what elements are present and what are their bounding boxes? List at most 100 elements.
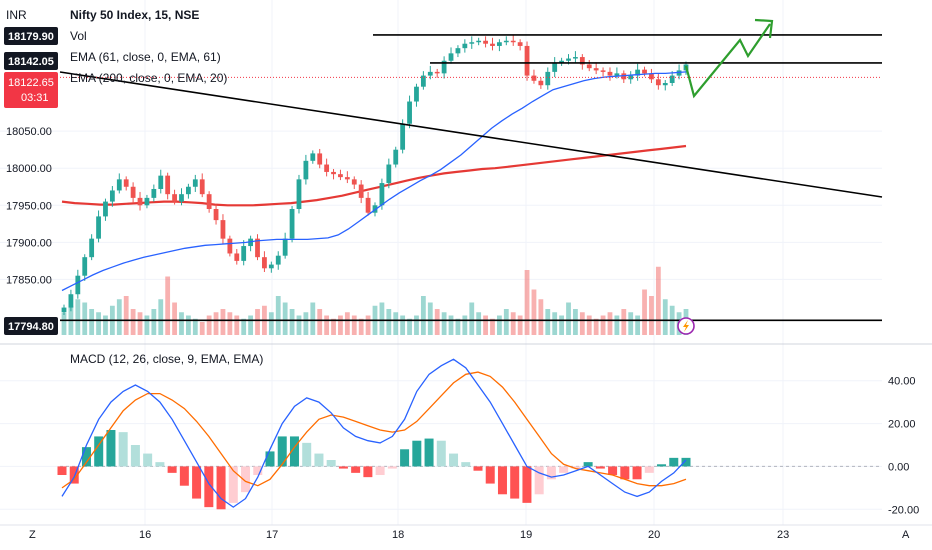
volume-bar — [296, 315, 302, 335]
candle-body — [130, 186, 136, 198]
volume-bar — [179, 312, 184, 335]
time-axis-tick: 23 — [777, 529, 789, 541]
volume-bar — [607, 312, 613, 335]
volume-bar — [206, 315, 212, 335]
volume-bar — [103, 315, 108, 335]
macd-histogram-bar — [522, 466, 532, 503]
volume-bar — [614, 315, 620, 335]
volume-bar — [414, 315, 419, 335]
volume-bar — [151, 309, 157, 335]
macd-histogram-bar — [228, 466, 238, 503]
candle-body — [400, 123, 406, 150]
ema61-line — [61, 71, 687, 292]
macd-histogram-bar — [179, 466, 189, 486]
volume-bar — [96, 312, 101, 335]
macd-histogram-bar — [155, 462, 165, 467]
volume-bar — [593, 318, 599, 335]
candle-body — [179, 194, 184, 202]
candle-body — [186, 186, 191, 195]
candle-body — [621, 73, 627, 80]
volume-bar — [662, 299, 668, 335]
support-level-value: 17794.80 — [8, 321, 54, 333]
volume-bar — [351, 315, 357, 335]
candle-body — [144, 197, 150, 206]
macd-histogram-bar — [436, 440, 446, 467]
bar-countdown: 03:31 — [21, 92, 49, 104]
auto-scale-button[interactable]: A — [902, 529, 910, 541]
candle-body — [220, 220, 226, 239]
symbol-title[interactable]: Nifty 50 Index, 15, NSE — [70, 8, 199, 22]
candle-body — [310, 153, 316, 161]
candle-body — [586, 64, 592, 69]
macd-histogram-bar — [510, 466, 520, 499]
macd-line — [61, 358, 687, 508]
candle-body — [427, 71, 433, 76]
macd-histogram-bar — [387, 466, 397, 469]
candle-body — [199, 179, 205, 195]
candle-body — [289, 209, 295, 239]
candle-body — [662, 83, 668, 86]
volume-bar — [234, 315, 240, 335]
volume-bar — [213, 312, 219, 335]
candle-body — [669, 75, 675, 83]
candle-body — [649, 73, 654, 80]
volume-bar — [331, 318, 336, 335]
candle-body — [344, 177, 350, 180]
macd-histogram-bar — [485, 466, 495, 484]
volume-bar — [255, 309, 260, 335]
volume-bar — [275, 296, 281, 335]
last-price-badge — [4, 72, 58, 108]
ema2-legend[interactable]: EMA (200, close, 0, EMA, 20) — [70, 71, 227, 85]
candle-body — [379, 183, 385, 206]
macd-histogram-bar — [167, 466, 177, 473]
candle-body — [469, 42, 475, 44]
macd-histogram-bar — [302, 442, 312, 467]
candle-body — [192, 179, 198, 187]
volume-bar — [407, 318, 412, 335]
macd-histogram-bar — [375, 466, 385, 475]
macd-legend[interactable]: MACD (12, 26, close, 9, EMA, EMA) — [70, 352, 263, 366]
price-axis-tick: 18050.00 — [6, 126, 52, 138]
candle-body — [607, 71, 613, 76]
volume-bar — [503, 309, 509, 335]
macd-histogram-bar — [94, 436, 104, 467]
projection-path — [684, 23, 771, 99]
candle-body — [490, 43, 495, 46]
macd-histogram-bar — [81, 447, 91, 467]
volume-bar — [573, 309, 578, 335]
ema1-legend[interactable]: EMA (61, close, 0, EMA, 61) — [70, 50, 221, 64]
candle-body — [483, 40, 488, 44]
candle-body — [324, 164, 330, 172]
macd-histogram-bar — [192, 466, 202, 499]
candle-body — [268, 264, 274, 269]
candle-body — [407, 101, 412, 124]
volume-bar — [158, 299, 164, 335]
volume-bar — [497, 315, 502, 335]
support-level-badge — [4, 317, 58, 335]
volume-bar — [393, 312, 399, 335]
zoom-button[interactable]: Z — [29, 529, 36, 541]
volume-bar — [531, 289, 537, 335]
trend-drawings[interactable] — [59, 18, 883, 322]
macd-histogram-bar — [69, 466, 79, 484]
price-axis-tick: 17950.00 — [6, 200, 52, 212]
candle-body — [524, 45, 530, 76]
macd-histogram-bar — [632, 466, 642, 480]
volume-bar — [524, 270, 530, 335]
candle-body — [358, 184, 364, 198]
candle-body — [510, 40, 516, 43]
candle-body — [579, 57, 585, 65]
candle-body — [61, 307, 67, 313]
macd-histogram-bar — [253, 466, 263, 475]
macd-histogram-bar — [57, 466, 67, 475]
volume-bar — [248, 315, 253, 335]
macd-histogram-bar — [204, 466, 214, 508]
vol-label[interactable]: Vol — [70, 29, 87, 43]
macd-histogram-bar — [216, 466, 226, 510]
volume-bar — [317, 309, 323, 335]
candle-body — [642, 69, 647, 74]
volume-bar — [427, 302, 433, 335]
candle-body — [275, 255, 281, 265]
mid-level-badge — [4, 52, 58, 70]
